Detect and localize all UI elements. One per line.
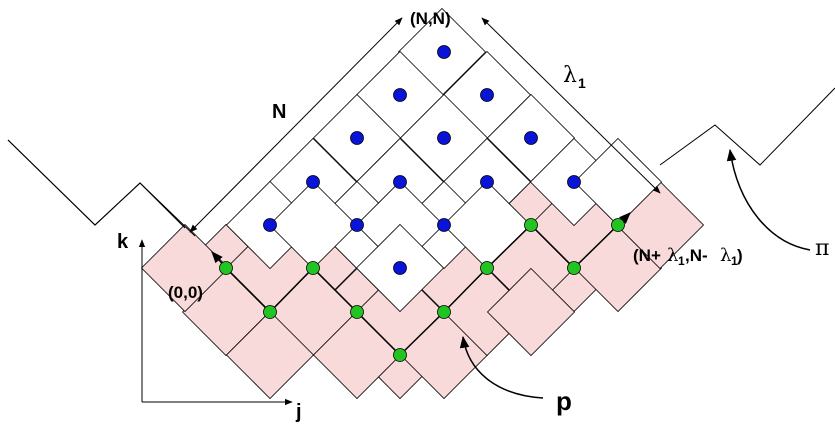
n-side-label: N bbox=[272, 101, 286, 123]
j-axis-label: j bbox=[295, 401, 302, 423]
svg-text:1: 1 bbox=[731, 254, 738, 268]
green-dot bbox=[393, 348, 407, 362]
green-dot bbox=[263, 305, 277, 319]
boundary-pi-label: π bbox=[815, 236, 829, 261]
green-dot bbox=[524, 218, 538, 232]
blue-dot bbox=[306, 175, 320, 189]
green-dots bbox=[219, 218, 625, 362]
blue-dot bbox=[350, 218, 364, 232]
n-dimension-arrow bbox=[189, 17, 403, 233]
lambda-side-label: λ bbox=[563, 63, 577, 88]
boundary-pi bbox=[7, 139, 186, 229]
top-corner-label: (N,N) bbox=[410, 9, 451, 28]
green-dot bbox=[611, 218, 625, 232]
k-axis-label: k bbox=[117, 231, 129, 253]
green-dot bbox=[567, 261, 581, 275]
svg-text:λ: λ bbox=[667, 245, 678, 266]
strip-cell bbox=[486, 267, 576, 357]
green-dot bbox=[437, 305, 451, 319]
svg-text:(N+: (N+ bbox=[633, 246, 661, 265]
svg-text:,N-: ,N- bbox=[685, 246, 708, 265]
boundary-pi-right bbox=[659, 87, 835, 166]
svg-text:1: 1 bbox=[678, 254, 685, 268]
strip-cell bbox=[225, 310, 315, 400]
path-p-label: p bbox=[556, 386, 572, 416]
green-dot bbox=[350, 305, 364, 319]
svg-text:λ: λ bbox=[720, 245, 731, 266]
pi-pointer-arrow bbox=[726, 148, 811, 251]
blue-dot bbox=[437, 218, 451, 232]
lambda-side-subscript: 1 bbox=[578, 75, 586, 91]
blue-dot bbox=[567, 175, 581, 189]
blue-dot bbox=[393, 175, 407, 189]
blue-dot bbox=[350, 131, 364, 145]
blue-dot bbox=[393, 88, 407, 102]
p-pointer-arrow bbox=[459, 335, 544, 399]
lambda-dimension-arrow bbox=[481, 17, 661, 194]
green-dot bbox=[306, 261, 320, 275]
blue-dot bbox=[480, 175, 494, 189]
green-dot bbox=[219, 261, 233, 275]
blue-dot bbox=[437, 131, 451, 145]
blue-dot bbox=[393, 261, 407, 275]
lattice-path-p bbox=[211, 212, 631, 357]
blue-dot bbox=[263, 218, 277, 232]
svg-text:): ) bbox=[737, 246, 743, 265]
green-dot bbox=[480, 261, 494, 275]
right-corner-label: (N+ λ 1 ,N- λ 1 ) bbox=[633, 245, 743, 268]
boundary-pi-left bbox=[7, 139, 196, 237]
blue-dot bbox=[524, 131, 538, 145]
blue-dot bbox=[480, 88, 494, 102]
blue-dot bbox=[437, 45, 451, 59]
origin-label: (0,0) bbox=[168, 283, 203, 302]
